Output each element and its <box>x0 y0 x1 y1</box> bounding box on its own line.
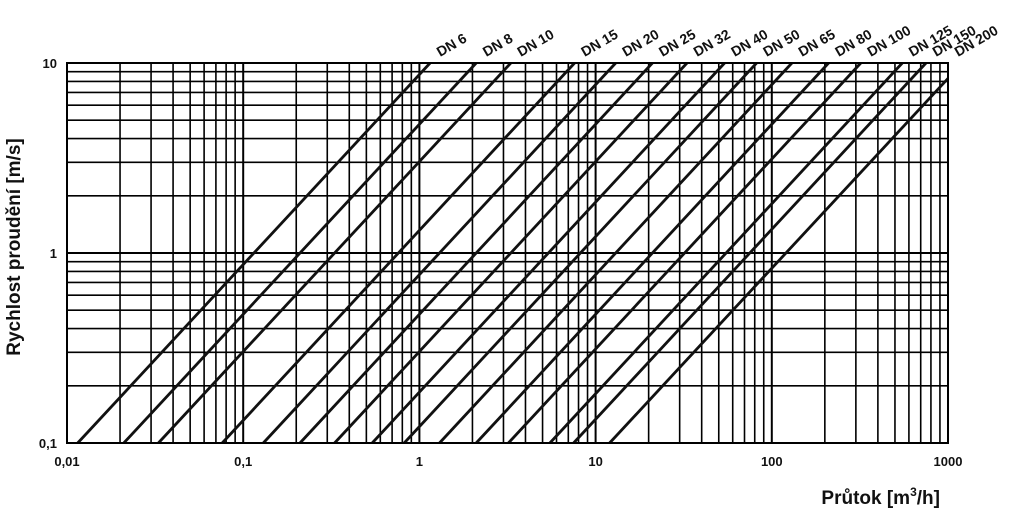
x-tick-label: 1 <box>416 454 423 469</box>
series-lines <box>76 62 950 444</box>
y-tick-label: 10 <box>43 56 57 71</box>
series-line-dn-100 <box>507 62 862 444</box>
series-line-dn-65 <box>438 62 793 444</box>
x-axis-label: Průtok [m3/h] <box>821 485 940 509</box>
y-tick-labels: 0,1 1 10 <box>39 56 57 451</box>
series-line-dn-40 <box>371 62 726 444</box>
series-line-dn-6 <box>76 62 432 444</box>
y-tick-label: 0,1 <box>39 436 57 451</box>
series-line-dn-125 <box>548 62 904 444</box>
series-label: DN 25 <box>656 26 699 60</box>
y-tick-label: 1 <box>50 246 57 261</box>
series-line-dn-20 <box>262 62 617 444</box>
y-axis-label: Rychlost proudění [m/s] <box>4 138 25 355</box>
series-label: DN 6 <box>434 30 470 60</box>
series-line-dn-200 <box>608 77 950 444</box>
x-tick-label: 10 <box>588 454 602 469</box>
x-tick-label: 1000 <box>934 454 963 469</box>
x-tick-labels: 0,01 0,1 1 10 100 1000 <box>54 454 962 469</box>
series-label: DN 65 <box>795 26 838 60</box>
series-line-dn-8 <box>122 62 478 444</box>
grid <box>66 63 948 444</box>
plot-frame <box>66 62 949 444</box>
x-tick-label: 100 <box>761 454 783 469</box>
series-line-dn-15 <box>221 62 576 444</box>
series-label: DN 32 <box>691 26 734 60</box>
series-line-dn-10 <box>157 62 512 444</box>
series-label: DN 20 <box>619 26 662 60</box>
series-label: DN 100 <box>864 22 913 60</box>
x-tick-label: 0,01 <box>54 454 79 469</box>
x-tick-label: 0,1 <box>234 454 252 469</box>
series-line-dn-25 <box>298 62 654 444</box>
series-line-dn-32 <box>333 62 689 444</box>
series-label: DN 200 <box>952 22 1001 60</box>
series-label: DN 8 <box>480 30 516 60</box>
series-line-dn-80 <box>475 62 830 444</box>
series-label: DN 10 <box>514 26 557 60</box>
series-label: DN 15 <box>578 26 621 60</box>
series-line-dn-50 <box>403 62 758 444</box>
series-line-dn-150 <box>572 62 928 444</box>
series-label: DN 50 <box>760 26 803 60</box>
